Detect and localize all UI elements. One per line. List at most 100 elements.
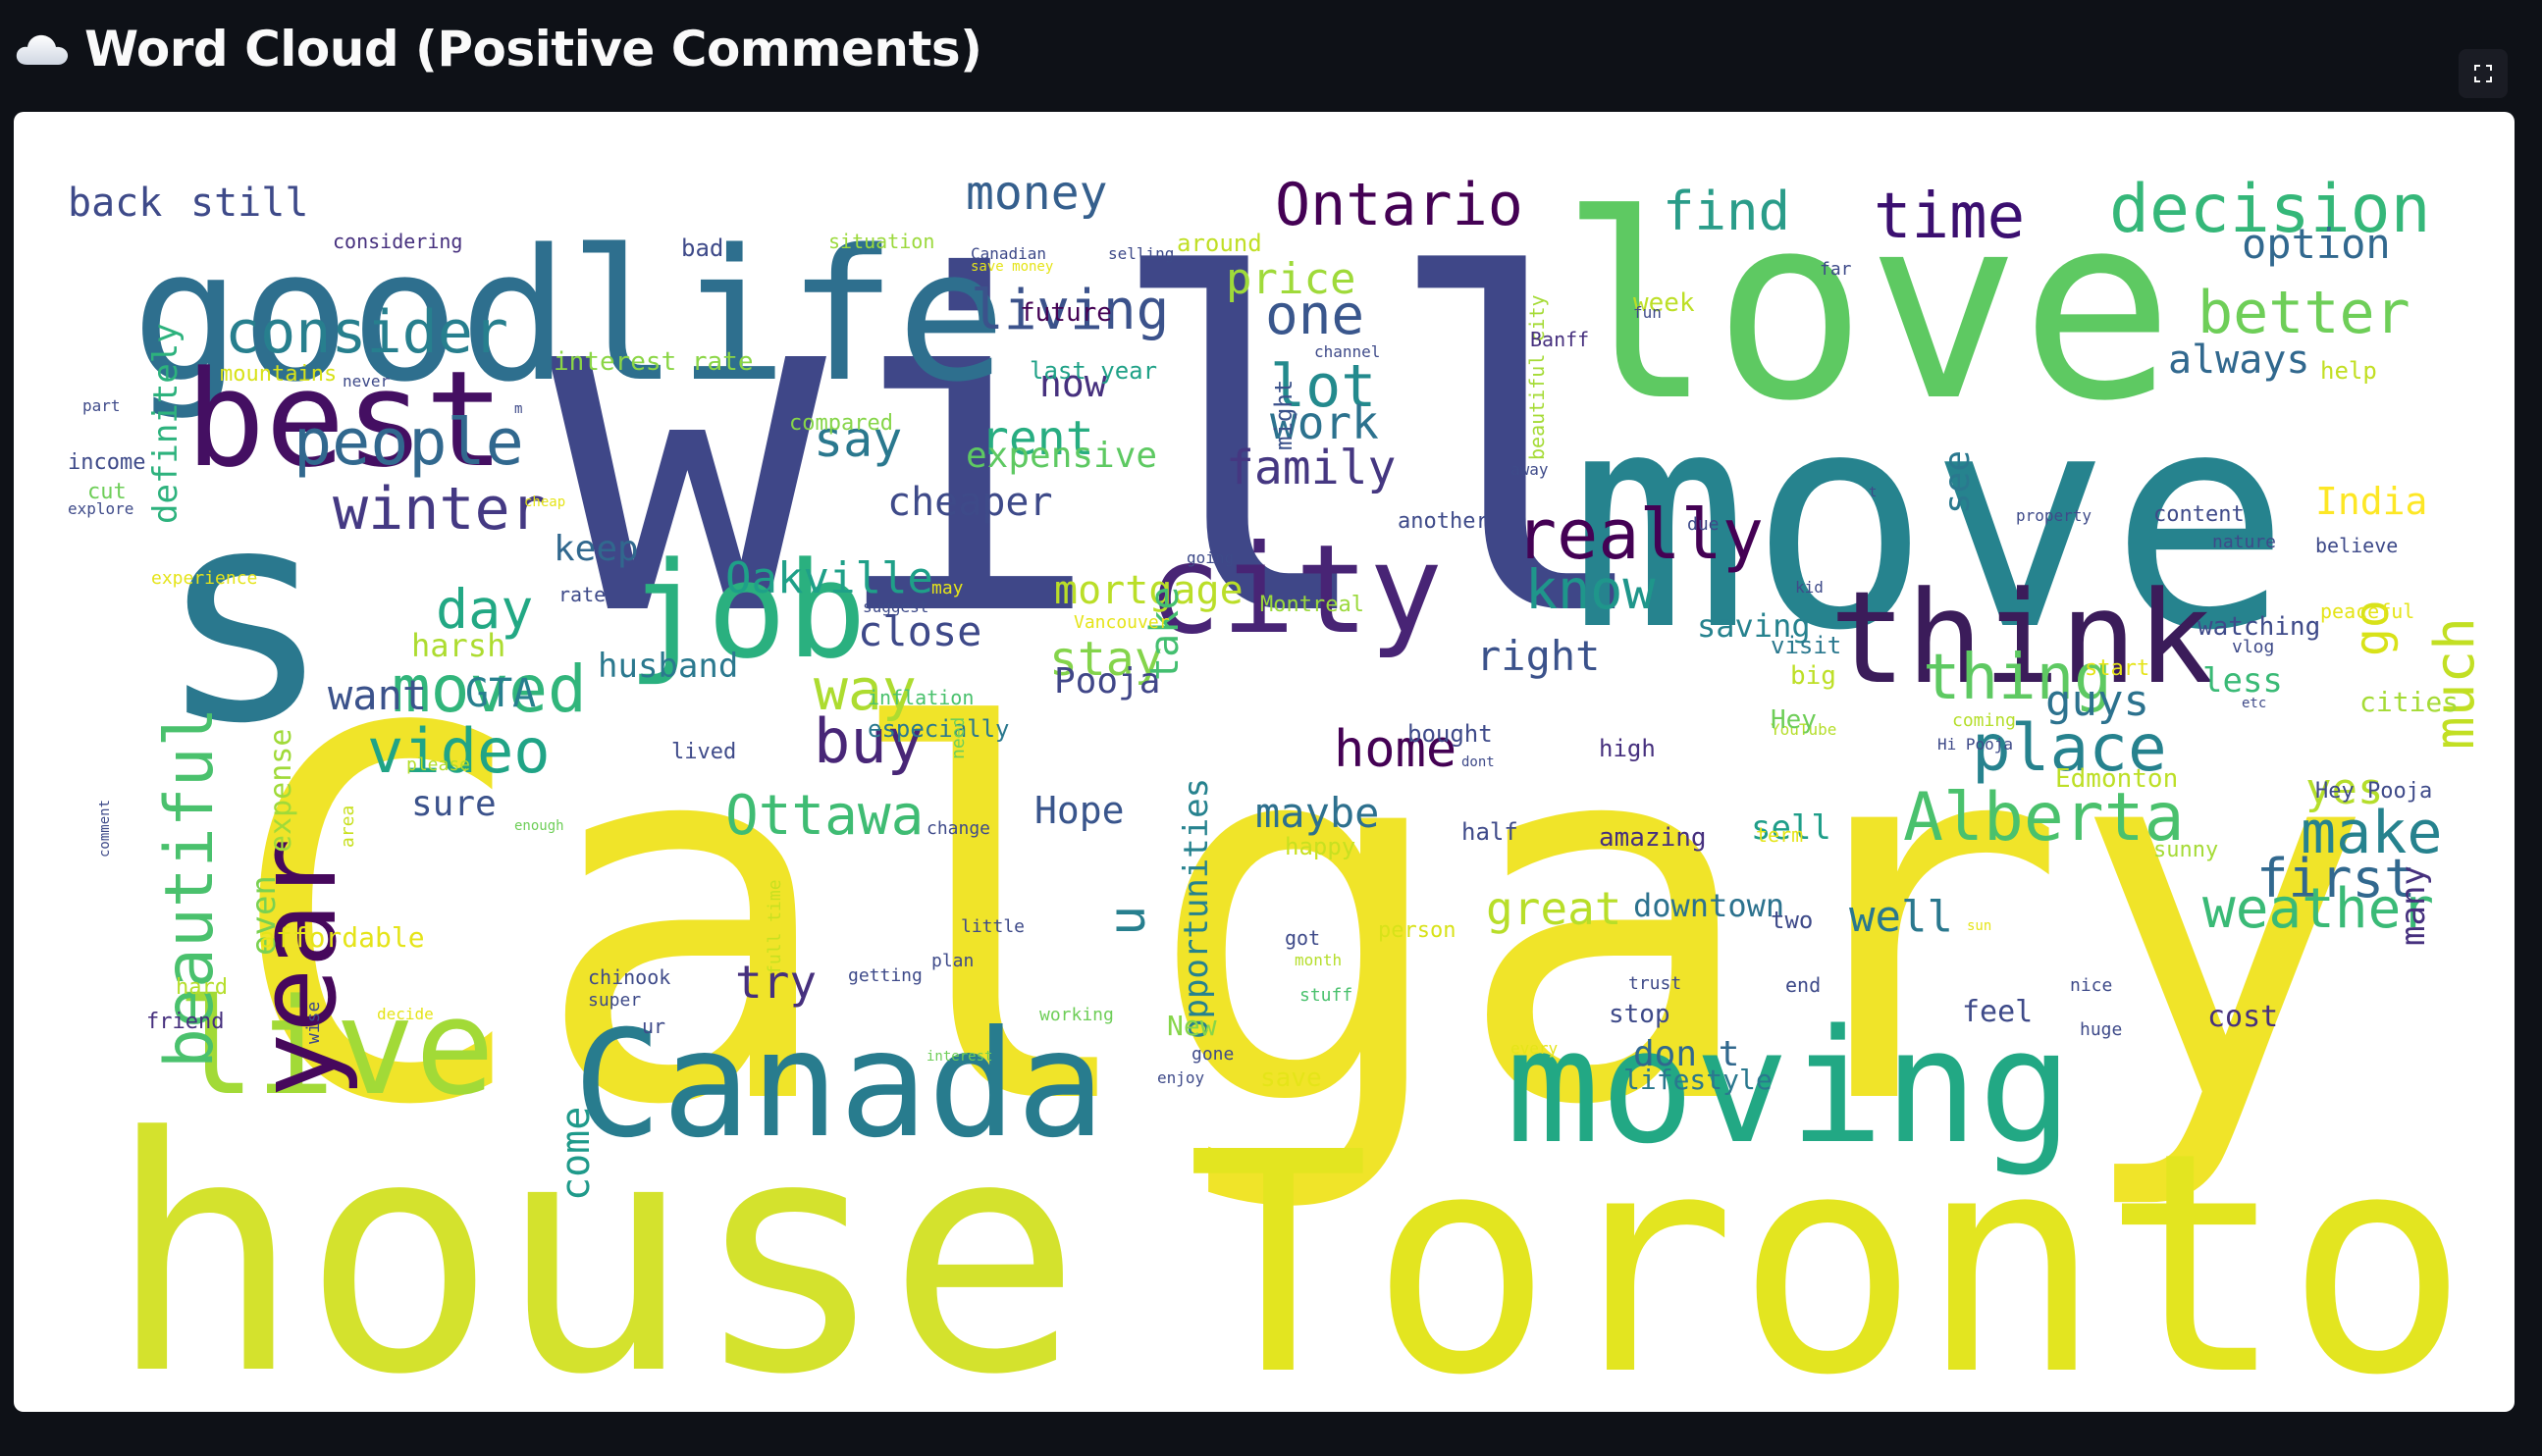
word-m: m xyxy=(514,401,522,417)
word-city: city xyxy=(1147,519,1443,661)
word-kid: kid xyxy=(1795,578,1824,597)
word-getting: getting xyxy=(848,965,923,986)
word-maybe: maybe xyxy=(1255,789,1379,837)
word-mortgage: mortgage xyxy=(1054,568,1244,613)
word-s: s xyxy=(156,445,334,788)
word-harsh: harsh xyxy=(411,627,505,664)
word-around: around xyxy=(1177,230,1262,257)
word-best: best xyxy=(185,342,504,496)
word-calgary: Calgary xyxy=(225,622,2375,1217)
word-canada: Canada xyxy=(573,1000,1105,1170)
word-term: term xyxy=(1756,823,1803,847)
word-interest: interest xyxy=(927,1049,992,1065)
word-first: first xyxy=(2256,848,2416,910)
word-canadian: Canadian xyxy=(971,244,1046,263)
word-affordable: affordable xyxy=(259,921,425,954)
word-moved: moved xyxy=(392,651,587,727)
word-cheap: cheap xyxy=(524,494,565,510)
word-still: still xyxy=(190,181,308,226)
word-better: better xyxy=(2198,279,2410,347)
word-living: living xyxy=(971,279,1169,342)
word-vlog: vlog xyxy=(2232,637,2274,657)
word-content: content xyxy=(2153,502,2245,527)
word-day: day xyxy=(436,578,533,641)
word-don-t: don t xyxy=(1633,1034,1739,1074)
word-enough: enough xyxy=(514,818,564,834)
word-house: house xyxy=(107,1068,1082,1412)
word-start: start xyxy=(2085,656,2149,681)
word-go: go xyxy=(2345,599,2400,656)
header: Word Cloud (Positive Comments) xyxy=(14,14,982,84)
word-change: change xyxy=(927,818,990,839)
word-end: end xyxy=(1785,973,1821,997)
word-even: even xyxy=(244,875,284,956)
word-trust: trust xyxy=(1628,973,1681,994)
word-yes: yes xyxy=(2305,764,2383,814)
word-chinook: chinook xyxy=(588,965,670,989)
word-india: India xyxy=(2315,480,2427,523)
word-place: place xyxy=(1972,710,2167,786)
word-well: well xyxy=(1849,892,1953,942)
word-week: week xyxy=(1633,288,1695,318)
word-full-time: full time xyxy=(765,879,785,975)
word-rate: rate xyxy=(558,583,606,606)
word-see: see xyxy=(1937,450,1978,514)
word-person: person xyxy=(1378,918,1456,943)
word-say: say xyxy=(814,411,902,468)
word-pooja: Pooja xyxy=(1054,661,1160,702)
word-another: another xyxy=(1398,509,1489,534)
word-every: every xyxy=(1510,1039,1559,1058)
word-please: please xyxy=(406,754,470,775)
fullscreen-button[interactable] xyxy=(2459,49,2508,98)
word-think: think xyxy=(1829,563,2213,712)
word-people: people xyxy=(293,406,524,480)
page-title: Word Cloud (Positive Comments) xyxy=(84,21,982,78)
word-family: family xyxy=(1226,441,1396,495)
word-keep: keep xyxy=(554,529,639,569)
word-bought: bought xyxy=(1407,720,1493,748)
word-vancouver: Vancouver xyxy=(1074,612,1170,633)
word-oakville: Oakville xyxy=(725,553,933,603)
word-stuff: stuff xyxy=(1299,985,1352,1006)
word-less: less xyxy=(2202,661,2283,701)
word-high: high xyxy=(1599,735,1656,762)
word-peaceful: peaceful xyxy=(2320,599,2414,623)
word-love: love xyxy=(1560,161,2174,457)
word-downtown: downtown xyxy=(1633,887,1784,924)
word-want: want xyxy=(328,671,427,719)
word-money: money xyxy=(966,166,1108,221)
word-two: two xyxy=(1771,907,1813,934)
word-might: might xyxy=(1270,380,1297,450)
word-friend: friend xyxy=(146,1010,224,1034)
word-sunny: sunny xyxy=(2153,838,2218,862)
word-compared: compared xyxy=(789,411,893,436)
word-far: far xyxy=(1820,259,1852,280)
word-year: year xyxy=(235,838,360,1098)
word-save: save xyxy=(1260,1064,1322,1093)
word-rent: rent xyxy=(980,411,1094,466)
word-thing: thing xyxy=(1923,642,2112,714)
word-banff: Banff xyxy=(1530,328,1589,351)
word-area: area xyxy=(338,806,358,848)
word-one: one xyxy=(1265,284,1364,347)
word-never: never xyxy=(343,372,391,390)
word-mountains: mountains xyxy=(220,362,337,387)
word-u: u xyxy=(1098,906,1157,936)
word-month: month xyxy=(1295,951,1342,969)
word-selling: selling xyxy=(1108,244,1174,263)
word-lot: lot xyxy=(1270,352,1376,421)
word-going: going xyxy=(1187,548,1234,567)
word-ottawa: Ottawa xyxy=(725,784,924,848)
word-way: way xyxy=(814,656,917,723)
word-consider: consider xyxy=(225,298,508,367)
word-time: time xyxy=(1874,181,2025,253)
word-bad: bad xyxy=(681,234,723,262)
word-save-money: save money xyxy=(971,259,1053,275)
word-experience: experience xyxy=(151,568,257,589)
word-channel: channel xyxy=(1314,342,1380,361)
word-saving: saving xyxy=(1697,607,1811,645)
word-lived: lived xyxy=(671,740,736,764)
word-back: back xyxy=(68,181,162,226)
word-happy: happy xyxy=(1285,833,1355,860)
word-big: big xyxy=(1790,661,1836,691)
